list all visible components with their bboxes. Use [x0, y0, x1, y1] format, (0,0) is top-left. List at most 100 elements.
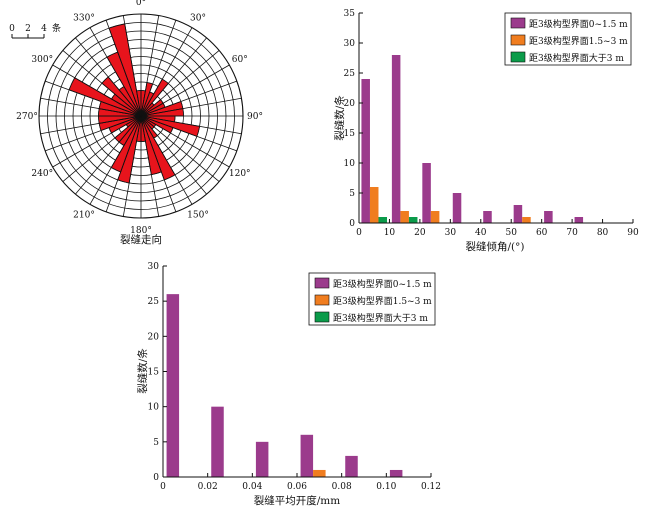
x-tick-label: 0.04 [242, 482, 262, 492]
y-tick-label: 15 [344, 129, 356, 139]
x-tick-label: 90 [627, 228, 639, 238]
y-tick-label: 5 [153, 438, 159, 448]
rose-xlabel: 裂缝走向 [120, 233, 162, 246]
rose-angle-label: 300° [31, 55, 53, 65]
bar-series-1 [300, 434, 314, 477]
rose-angle-label: 60° [232, 55, 248, 65]
x-tick-label: 0 [356, 228, 362, 238]
y-tick-label: 25 [344, 69, 356, 79]
rose-spoke [62, 50, 142, 117]
rose-scale-bar: 0 2 4 条 [9, 22, 61, 39]
dip-y-ticks: 0 5 10 15 20 25 30 35 [344, 9, 363, 229]
rose-spoke [140, 115, 220, 182]
rose-spoke [140, 50, 220, 117]
rose-spoke [122, 115, 142, 217]
bar-series-2 [522, 217, 531, 223]
aperture-xlabel: 裂缝平均开度/mm [254, 494, 340, 507]
bar-series-1 [345, 455, 358, 477]
y-tick-label: 0 [153, 473, 159, 483]
rose-spoke [140, 97, 242, 117]
rose-diagram: 0° 30° 60° 90° 120° 150° 180° 210° 240° 270° 300° 3… [9, 0, 263, 246]
y-tick-label: 30 [148, 262, 160, 272]
bar-series-1 [211, 406, 224, 477]
rose-spoke [122, 15, 142, 117]
rose-spoke [40, 115, 142, 135]
rose-spoke [140, 80, 237, 117]
y-tick-label: 25 [148, 297, 160, 307]
bar-series-1 [391, 55, 401, 223]
x-tick-label: 10 [384, 228, 396, 238]
x-tick-label: 30 [445, 228, 457, 238]
y-tick-label: 20 [148, 332, 160, 342]
rose-spoke [140, 115, 207, 195]
bar-series-2 [430, 211, 440, 223]
dip-legend: 距3级构型界面0~1.5 m 距3级构型界面1.5~3 m 距3级构型界面大于3… [504, 12, 632, 66]
aperture-chart: 0 5 10 15 20 25 30 0 0.02 0.04 0.06 0.08 0.10 0.12 裂… [136, 262, 441, 507]
rose-angle-labels: 0° 30° 60° 90° 120° 150° 180° 210° 240° 270° 300° 3… [16, 0, 263, 236]
rose-spoke [52, 64, 142, 117]
legend-swatch-series-2 [510, 34, 526, 46]
y-tick-label: 5 [349, 189, 355, 199]
rose-spoke [140, 115, 177, 212]
legend-label-series-1: 距3级构型界面0~1.5 m [333, 278, 432, 290]
bar-series-2 [313, 469, 326, 477]
dip-angle-chart: 0 5 10 15 20 25 30 35 0 10 20 30 40 50 60 70 80 90 裂缝倾角/… [333, 9, 639, 253]
aperture-legend: 距3级构型界面0~1.5 m 距3级构型界面1.5~3 m 距3级构型界面大于3… [308, 272, 436, 326]
rose-spoke [105, 115, 142, 212]
rose-angle-label: 30° [190, 13, 206, 23]
rose-angle-label: 0° [136, 0, 146, 8]
x-tick-label: 50 [505, 228, 517, 238]
bar-series-1 [389, 469, 403, 477]
x-tick-label: 70 [566, 228, 578, 238]
bar-series-1 [422, 163, 431, 223]
dip-xlabel: 裂缝倾角/(°) [466, 240, 525, 253]
bar-series-1 [166, 294, 180, 477]
rose-spoke [140, 37, 207, 117]
legend-swatch-series-3 [510, 51, 526, 63]
legend-swatch-series-2 [314, 294, 330, 306]
rose-spoke [140, 64, 230, 117]
x-tick-label: 0.10 [376, 482, 396, 492]
scale-unit: 条 [52, 22, 61, 34]
aperture-ylabel: 裂缝数/条 [136, 348, 149, 394]
rose-spoke [52, 115, 142, 168]
rose-angle-label: 180° [130, 226, 152, 236]
rose-spoke [40, 97, 142, 117]
bar-series-3 [408, 217, 418, 223]
legend-swatch-series-1 [510, 17, 526, 29]
bar-series-1 [255, 441, 269, 477]
x-tick-label: 60 [536, 228, 548, 238]
rose-spoke [45, 80, 142, 117]
rose-angle-label: 150° [187, 211, 209, 221]
x-tick-label: 0.02 [198, 482, 218, 492]
rose-spoke [75, 37, 142, 117]
rose-spoke [140, 15, 160, 117]
aperture-y-ticks: 0 5 10 15 20 25 30 [148, 262, 167, 483]
rose-spoke [45, 115, 142, 152]
rose-spoke [140, 115, 237, 152]
rose-angle-label: 240° [31, 169, 53, 179]
scale-tick-0: 0 [9, 24, 15, 34]
legend-label-series-2: 距3级构型界面1.5~3 m [333, 295, 432, 307]
legend-label-series-3: 距3级构型界面大于3 m [529, 52, 624, 64]
scale-tick-2: 2 [25, 24, 31, 34]
rose-spoke [140, 115, 193, 205]
rose-spoke [89, 115, 142, 205]
y-tick-label: 10 [344, 159, 356, 169]
rose-spoke [105, 20, 142, 117]
bar-series-2 [400, 211, 409, 223]
rose-spoke [140, 20, 177, 117]
bar-series-1 [513, 205, 523, 223]
y-tick-label: 20 [344, 99, 356, 109]
scale-tick-4: 4 [41, 24, 47, 34]
dip-ylabel: 裂缝数/条 [333, 95, 346, 141]
rose-spoke [62, 115, 142, 182]
rose-spoke [89, 27, 142, 117]
bar-series-1 [483, 211, 492, 223]
rose-angle-label: 90° [247, 112, 263, 122]
dip-x-ticks: 0 10 20 30 40 50 60 70 80 90 [356, 219, 639, 238]
aperture-x-ticks: 0 0.02 0.04 0.06 0.08 0.10 0.12 [160, 473, 441, 492]
rose-angle-label: 330° [73, 13, 95, 23]
bar-series-2 [369, 187, 379, 223]
